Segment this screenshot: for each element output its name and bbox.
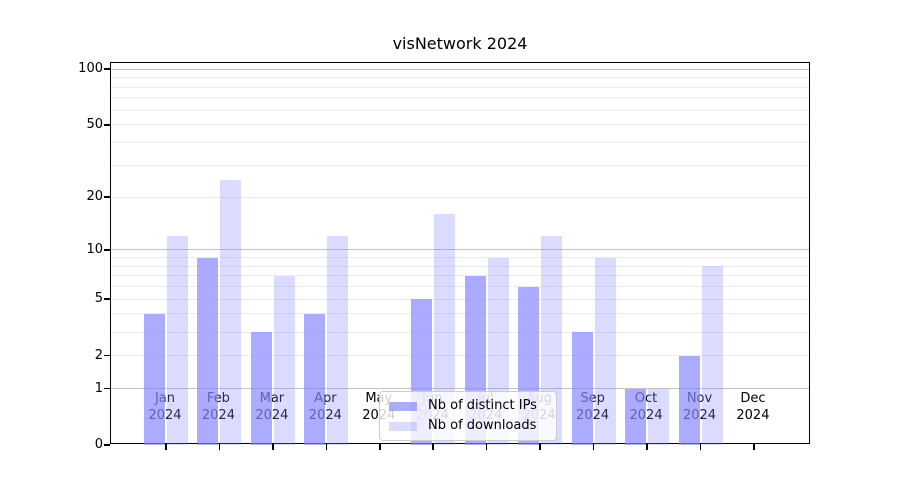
- bar-nov-distinct-ips: [678, 355, 700, 445]
- bar-jan-distinct-ips: [144, 313, 165, 445]
- legend-label: Nb of distinct IPs: [428, 398, 537, 413]
- y-axis-label-20: 20: [86, 189, 103, 205]
- legend-swatch-downloads: [389, 421, 417, 431]
- bar-nov-downloads: [701, 266, 723, 445]
- gridline-major: [111, 249, 809, 251]
- gridline-major: [111, 388, 809, 390]
- x-tick: [218, 444, 221, 450]
- y-axis-label-50: 50: [86, 116, 103, 132]
- bar-sep-distinct-ips: [571, 332, 593, 445]
- bar-sep-downloads: [594, 257, 616, 445]
- bar-apr-distinct-ips: [304, 313, 326, 445]
- x-axis-label-dec: Dec 2024: [736, 391, 770, 423]
- gridline-minor: [111, 275, 809, 277]
- x-tick: [699, 444, 702, 450]
- gridline-minor: [111, 77, 809, 79]
- y-axis-label-0: 0: [94, 437, 103, 452]
- gridline-minor: [111, 97, 809, 99]
- y-tick: [104, 248, 110, 251]
- y-tick: [104, 354, 110, 357]
- chart-title: visNetwork 2024: [392, 34, 528, 53]
- x-tick: [272, 444, 274, 450]
- gridline-minor: [111, 142, 809, 144]
- y-tick: [104, 387, 110, 390]
- bar-feb-distinct-ips: [197, 257, 219, 445]
- gridline-minor: [111, 286, 809, 288]
- bar-jun-downloads: [434, 214, 456, 445]
- gridline-minor: [111, 331, 809, 333]
- legend-swatch-distinct-ips: [389, 401, 417, 411]
- x-tick: [432, 444, 435, 450]
- gridline-minor: [111, 355, 809, 357]
- y-axis-label-2: 2: [94, 347, 103, 363]
- gridline-minor: [111, 265, 809, 267]
- bar-mar-downloads: [273, 275, 295, 445]
- y-tick: [104, 68, 110, 70]
- x-tick: [379, 444, 381, 450]
- y-tick: [104, 444, 110, 446]
- gridline-minor: [111, 298, 809, 300]
- gridline-minor: [111, 109, 809, 111]
- bar-mar-distinct-ips: [250, 332, 272, 445]
- y-axis-label-5: 5: [94, 291, 103, 307]
- bar-feb-downloads: [220, 179, 242, 445]
- y-axis-label-1: 1: [94, 380, 103, 396]
- y-axis-label-100: 100: [78, 61, 103, 77]
- x-tick: [539, 444, 541, 450]
- plot-area: Nb of distinct IPs Nb of downloads 0 1 2 5 1…: [78, 61, 810, 452]
- y-tick: [104, 298, 110, 300]
- x-tick: [165, 444, 167, 450]
- gridline-minor: [111, 86, 809, 88]
- y-axis-label-10: 10: [86, 241, 103, 257]
- bar-oct-downloads: [648, 388, 670, 445]
- bar-jan-downloads: [167, 236, 188, 445]
- bar-apr-downloads: [327, 236, 349, 445]
- legend: Nb of distinct IPs Nb of downloads: [379, 391, 557, 441]
- gridline-minor: [111, 164, 809, 166]
- gridline-major: [111, 68, 809, 70]
- gridline-minor: [111, 257, 809, 258]
- x-tick: [485, 444, 488, 450]
- legend-label: Nb of downloads: [428, 418, 537, 433]
- gridline-minor: [111, 313, 809, 315]
- x-tick: [753, 444, 755, 450]
- y-tick: [104, 124, 110, 126]
- legend-item-downloads: Nb of downloads: [389, 418, 546, 434]
- gridline-minor: [111, 124, 809, 126]
- legend-item-distinct-ips: Nb of distinct IPs: [389, 398, 546, 414]
- y-tick: [104, 196, 110, 198]
- bar-oct-distinct-ips: [625, 388, 647, 445]
- x-tick: [646, 444, 648, 450]
- x-tick: [325, 444, 328, 450]
- gridline-minor: [111, 196, 809, 198]
- x-tick: [592, 444, 595, 450]
